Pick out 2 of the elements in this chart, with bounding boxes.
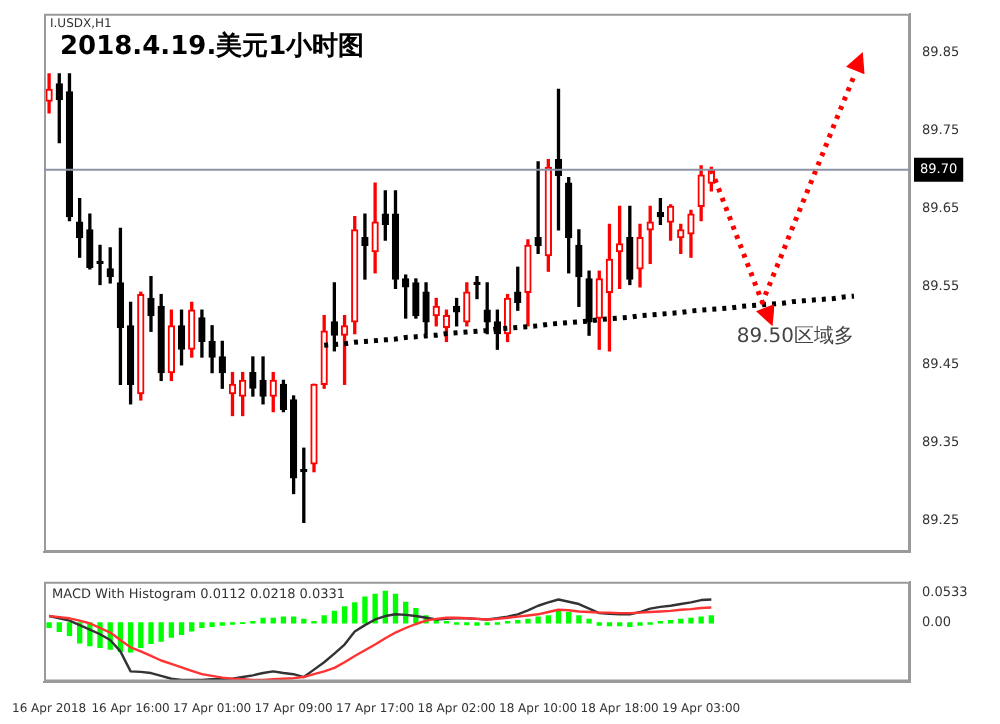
- annotation: 89.50区域多: [736, 323, 854, 348]
- text: 2018.4.19.美元1小时图: [60, 29, 365, 62]
